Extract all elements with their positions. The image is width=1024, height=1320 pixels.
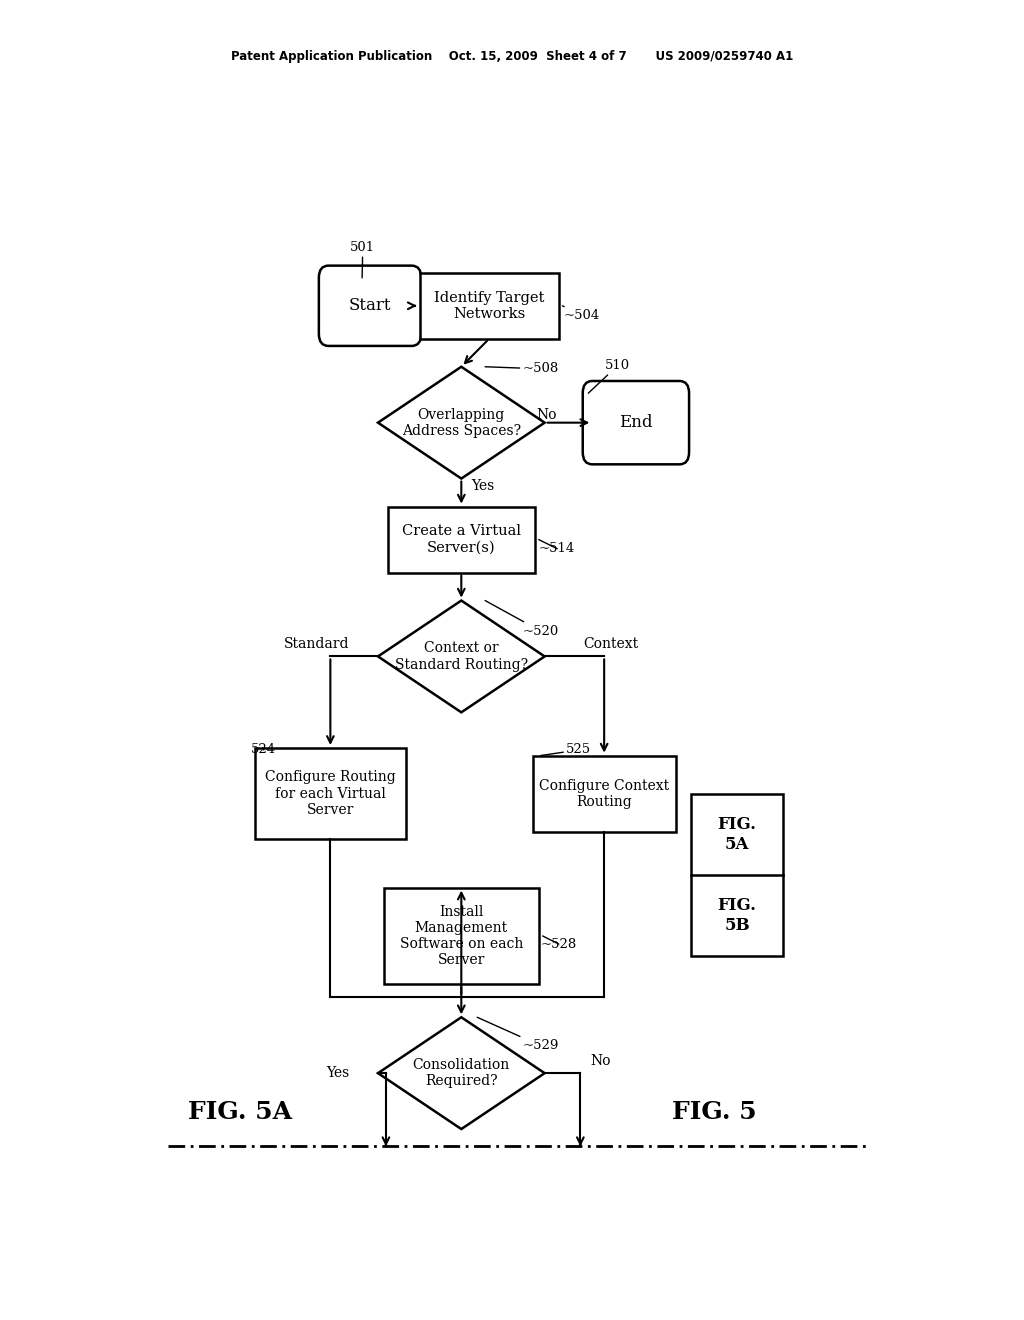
- Text: 510: 510: [588, 359, 630, 393]
- Polygon shape: [378, 367, 545, 479]
- Text: 501: 501: [350, 242, 376, 277]
- Text: FIG.
5B: FIG. 5B: [718, 898, 757, 935]
- Text: Identify Target
Networks: Identify Target Networks: [434, 290, 545, 321]
- Bar: [384, 887, 539, 985]
- Text: ~529: ~529: [477, 1018, 559, 1052]
- Text: Install
Management
Software on each
Server: Install Management Software on each Serv…: [399, 904, 523, 968]
- Text: Consolidation
Required?: Consolidation Required?: [413, 1059, 510, 1088]
- Bar: [532, 755, 676, 832]
- Text: End: End: [620, 414, 652, 432]
- Text: ~520: ~520: [485, 601, 559, 638]
- Polygon shape: [378, 1018, 545, 1129]
- Text: 525: 525: [541, 743, 591, 756]
- Text: Configure Routing
for each Virtual
Server: Configure Routing for each Virtual Serve…: [265, 771, 395, 817]
- Text: ~528: ~528: [541, 936, 577, 950]
- Text: ~514: ~514: [539, 540, 575, 556]
- Text: ~504: ~504: [562, 306, 600, 322]
- Bar: [388, 507, 535, 573]
- Text: ~508: ~508: [485, 362, 559, 375]
- Text: 524: 524: [251, 743, 276, 756]
- Text: FIG.
5A: FIG. 5A: [718, 816, 757, 853]
- Text: Configure Context
Routing: Configure Context Routing: [539, 779, 670, 809]
- Text: Context: Context: [583, 638, 638, 651]
- FancyBboxPatch shape: [318, 265, 421, 346]
- Text: Start: Start: [349, 297, 391, 314]
- Text: Yes: Yes: [327, 1067, 350, 1080]
- Text: No: No: [537, 408, 557, 421]
- Bar: [255, 748, 406, 840]
- Text: Create a Virtual
Server(s): Create a Virtual Server(s): [401, 524, 521, 554]
- Bar: [420, 273, 558, 339]
- Bar: [691, 793, 782, 956]
- Text: FIG. 5A: FIG. 5A: [187, 1100, 292, 1123]
- Text: Yes: Yes: [472, 479, 495, 492]
- Text: Patent Application Publication    Oct. 15, 2009  Sheet 4 of 7       US 2009/0259: Patent Application Publication Oct. 15, …: [230, 50, 794, 63]
- Text: Overlapping
Address Spaces?: Overlapping Address Spaces?: [401, 408, 521, 438]
- Text: Standard: Standard: [284, 638, 349, 651]
- Text: Context or
Standard Routing?: Context or Standard Routing?: [394, 642, 528, 672]
- Text: No: No: [590, 1053, 610, 1068]
- FancyBboxPatch shape: [583, 381, 689, 465]
- Text: FIG. 5: FIG. 5: [672, 1100, 757, 1123]
- Polygon shape: [378, 601, 545, 713]
